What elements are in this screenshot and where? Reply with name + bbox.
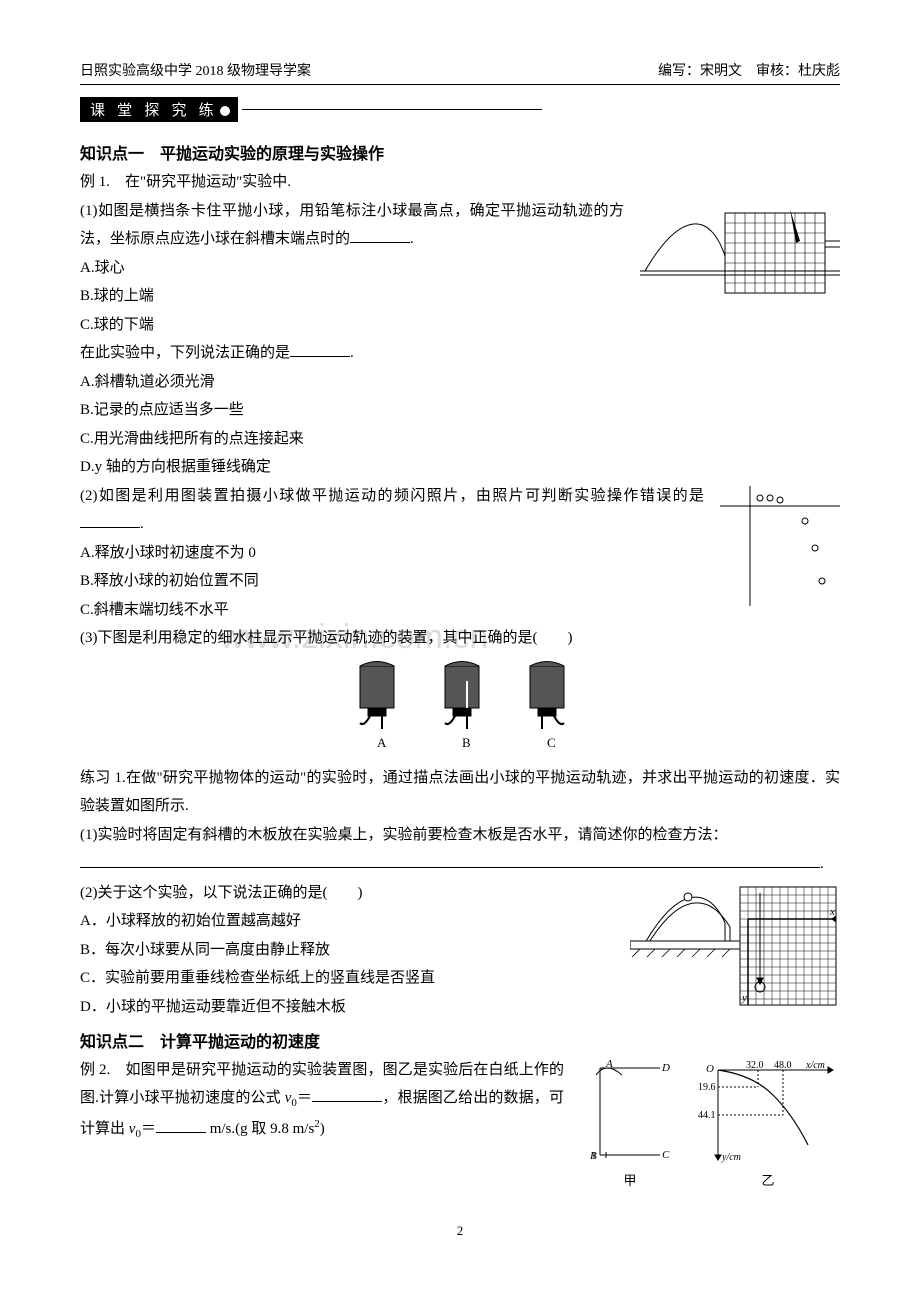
section-tab-row: 课 堂 探 究 练 — [80, 97, 840, 122]
q1b-opt-c: C.用光滑曲线把所有的点连接起来 — [80, 425, 840, 454]
q1b-opt-d: D.y 轴的方向根据重锤线确定 — [80, 453, 840, 482]
figure-kp2: A D B C O 32.0 — [580, 1060, 840, 1189]
fig-label-jia: 甲 — [580, 1170, 680, 1189]
svg-text:C: C — [662, 1149, 670, 1161]
apparatus-icon: x y — [630, 883, 840, 1013]
svg-text:x/cm: x/cm — [805, 1060, 825, 1071]
bottles-icon: A B C — [330, 661, 590, 751]
q2-text: (2)如图是利用图装置拍摄小球做平抛运动的频闪照片，由照片可判断实验操作错误的是 — [80, 488, 704, 504]
fill-blank-long[interactable] — [80, 849, 820, 868]
close-paren: ) — [320, 1121, 325, 1137]
svg-text:y/cm: y/cm — [721, 1152, 741, 1163]
label-c: C — [547, 735, 556, 750]
strobe-photo-icon — [720, 486, 840, 606]
page-number: 2 — [80, 1223, 840, 1239]
unit-text: m/s.(g 取 9.8 m/s — [206, 1121, 314, 1137]
q1-opt-c: C.球的下端 — [80, 311, 840, 340]
section-tab: 课 堂 探 究 练 — [80, 97, 238, 122]
svg-text:B: B — [590, 1150, 597, 1162]
bullet-icon — [220, 106, 230, 116]
fill-blank[interactable] — [156, 1117, 206, 1133]
svg-text:y: y — [741, 992, 747, 1004]
eq-sign2: ＝ — [141, 1121, 156, 1137]
fill-blank[interactable] — [290, 341, 350, 357]
kp1-q1-mid: 在此实验中，下列说法正确的是. — [80, 339, 840, 368]
ramp-grid-icon — [640, 201, 840, 301]
q1-period: . — [410, 231, 414, 247]
svg-text:O: O — [706, 1063, 714, 1075]
kp1-heading: 知识点一 平抛运动实验的原理与实验操作 — [80, 140, 840, 164]
header-right: 编写：宋明文 审核：杜庆彪 — [658, 60, 840, 80]
kp1-ex1-lead: 例 1. 在"研究平抛运动"实验中. — [80, 168, 840, 197]
q1-mid-text: 在此实验中，下列说法正确的是 — [80, 345, 290, 361]
figure-bottles: A B C — [80, 661, 840, 756]
period: . — [820, 856, 824, 872]
svg-text:48.0: 48.0 — [774, 1060, 792, 1071]
fill-blank[interactable] — [312, 1086, 382, 1102]
eq-sign: ＝ — [297, 1090, 312, 1106]
svg-text:32.0: 32.0 — [746, 1060, 764, 1071]
q1b-opt-a: A.斜槽轨道必须光滑 — [80, 368, 840, 397]
horizontal-rule — [242, 109, 542, 110]
kp2-heading: 知识点二 计算平抛运动的初速度 — [80, 1028, 840, 1052]
pr1-lead: 练习 1.在做"研究平抛物体的运动"的实验时，通过描点法画出小球的平抛运动轨迹，… — [80, 764, 840, 821]
q1b-opt-b: B.记录的点应适当多一些 — [80, 396, 840, 425]
section-tab-label: 课 堂 探 究 练 — [90, 102, 218, 119]
label-a: A — [377, 735, 387, 750]
figure-strobe — [720, 486, 840, 611]
label-b: B — [462, 735, 471, 750]
period: . — [140, 516, 144, 532]
svg-text:44.1: 44.1 — [698, 1110, 716, 1121]
figure-ramp-grid — [640, 201, 840, 306]
kp1-q3-text: (3)下图是利用稳定的细水柱显示平抛运动轨迹的装置，其中正确的是( ) — [80, 624, 840, 653]
header-left: 日照实验高级中学 2018 级物理导学案 — [80, 60, 311, 80]
pr1-q1: (1)实验时将固定有斜槽的木板放在实验桌上，实验前要检查木板是否水平，请简述你的… — [80, 821, 840, 850]
svg-text:x: x — [829, 906, 835, 918]
fig-label-yi: 乙 — [698, 1170, 838, 1189]
pr1-q1-blankline: . — [80, 849, 840, 879]
svg-text:A: A — [605, 1060, 613, 1070]
device-jia-icon: A D B C — [580, 1060, 680, 1170]
figure-practice-apparatus: x y — [630, 883, 840, 1018]
fill-blank[interactable] — [80, 512, 140, 528]
page-header: 日照实验高级中学 2018 级物理导学案 编写：宋明文 审核：杜庆彪 — [80, 60, 840, 85]
period: . — [350, 345, 354, 361]
svg-text:19.6: 19.6 — [698, 1082, 716, 1093]
svg-text:D: D — [661, 1062, 670, 1074]
fill-blank[interactable] — [350, 227, 410, 243]
graph-yi-icon: O 32.0 48.0 19.6 44.1 x/cm y/cm — [698, 1060, 838, 1170]
